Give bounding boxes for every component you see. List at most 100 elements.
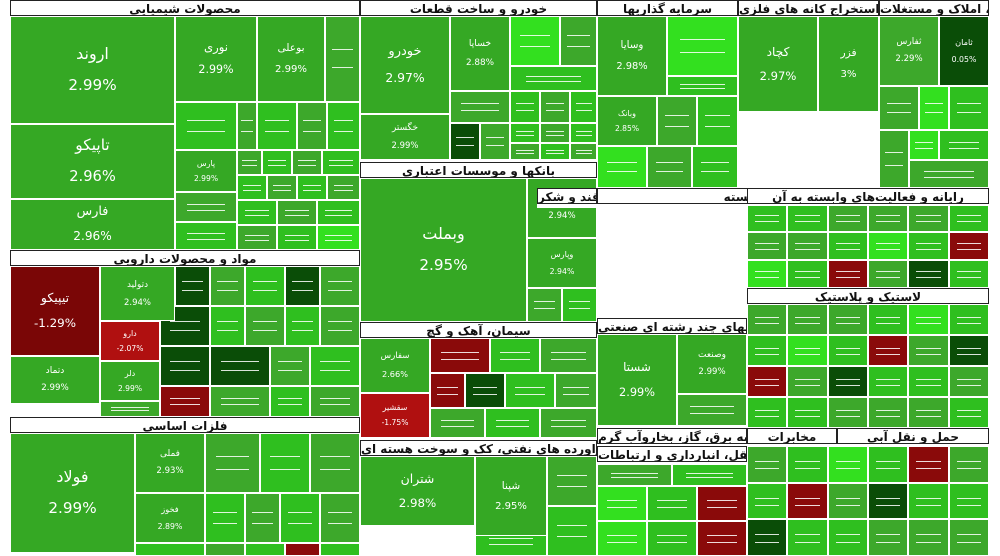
minor-tile[interactable] — [285, 306, 320, 346]
minor-tile[interactable] — [787, 335, 828, 366]
minor-tile[interactable] — [948, 397, 989, 428]
stock-tile[interactable]: ثفارس 2.29% — [879, 16, 939, 86]
minor-tile[interactable] — [948, 304, 989, 335]
minor-tile[interactable] — [787, 304, 828, 335]
minor-tile[interactable] — [325, 16, 360, 102]
minor-tile[interactable] — [210, 346, 270, 386]
minor-tile[interactable] — [320, 266, 360, 306]
minor-tile[interactable] — [277, 225, 317, 250]
minor-tile[interactable] — [510, 16, 560, 66]
minor-tile[interactable] — [320, 493, 360, 543]
stock-tile[interactable]: دتماد 2.99% — [10, 356, 100, 404]
minor-tile[interactable] — [597, 486, 647, 521]
minor-tile[interactable] — [245, 306, 285, 346]
minor-tile[interactable] — [210, 266, 245, 306]
minor-tile[interactable] — [908, 519, 949, 556]
stock-tile[interactable]: خودرو 2.97% — [360, 16, 450, 114]
stock-tile[interactable]: دتولید 2.94% — [100, 266, 175, 321]
minor-tile[interactable] — [175, 102, 237, 150]
minor-tile[interactable] — [908, 260, 949, 288]
minor-tile[interactable] — [135, 543, 205, 556]
minor-tile[interactable] — [948, 519, 989, 556]
minor-tile[interactable] — [908, 204, 949, 232]
minor-tile[interactable] — [787, 482, 828, 520]
stock-tile[interactable]: وصنعت 2.99% — [677, 334, 747, 394]
minor-tile[interactable] — [245, 266, 285, 306]
minor-tile[interactable] — [908, 397, 949, 428]
minor-tile[interactable] — [297, 102, 327, 150]
minor-tile[interactable] — [657, 96, 697, 146]
minor-tile[interactable] — [480, 123, 510, 160]
minor-tile[interactable] — [909, 160, 989, 188]
minor-tile[interactable] — [430, 373, 465, 408]
minor-tile[interactable] — [510, 91, 540, 123]
minor-tile[interactable] — [827, 204, 868, 232]
minor-tile[interactable] — [490, 338, 540, 373]
stock-tile[interactable]: تیپیکو -1.29% — [10, 266, 100, 356]
stock-tile[interactable]: سفارس 2.66% — [360, 338, 430, 393]
minor-tile[interactable] — [868, 366, 909, 397]
minor-tile[interactable] — [868, 397, 909, 428]
stock-tile[interactable]: تاپیکو 2.96% — [10, 124, 175, 199]
minor-tile[interactable] — [747, 482, 788, 520]
minor-tile[interactable] — [868, 519, 909, 556]
minor-tile[interactable] — [827, 260, 868, 288]
minor-tile[interactable] — [692, 146, 738, 188]
stock-tile[interactable]: دلر 2.99% — [100, 361, 160, 401]
stock-tile[interactable]: خساپا 2.88% — [450, 16, 510, 91]
minor-tile[interactable] — [510, 66, 597, 91]
minor-tile[interactable] — [747, 519, 788, 556]
minor-tile[interactable] — [260, 433, 310, 493]
minor-tile[interactable] — [267, 175, 297, 200]
stock-tile[interactable]: نوری 2.99% — [175, 16, 257, 102]
minor-tile[interactable] — [245, 493, 280, 543]
stock-tile[interactable]: سقشیر -1.75% — [360, 393, 430, 438]
minor-tile[interactable] — [939, 130, 989, 160]
minor-tile[interactable] — [868, 204, 909, 232]
minor-tile[interactable] — [868, 482, 909, 520]
minor-tile[interactable] — [868, 232, 909, 260]
minor-tile[interactable] — [310, 386, 360, 417]
minor-tile[interactable] — [672, 464, 747, 486]
minor-tile[interactable] — [868, 335, 909, 366]
minor-tile[interactable] — [827, 446, 868, 483]
minor-tile[interactable] — [322, 150, 360, 175]
stock-tile[interactable]: وبانک 2.85% — [597, 96, 657, 146]
minor-tile[interactable] — [597, 464, 672, 486]
minor-tile[interactable] — [270, 346, 310, 386]
stock-tile[interactable]: وپارس 2.94% — [527, 238, 597, 288]
minor-tile[interactable] — [787, 519, 828, 556]
minor-tile[interactable] — [747, 260, 788, 288]
minor-tile[interactable] — [570, 123, 597, 143]
minor-tile[interactable] — [597, 146, 647, 188]
minor-tile[interactable] — [948, 232, 989, 260]
minor-tile[interactable] — [677, 394, 747, 426]
minor-tile[interactable] — [310, 346, 360, 386]
minor-tile[interactable] — [430, 408, 485, 438]
minor-tile[interactable] — [948, 446, 989, 483]
minor-tile[interactable] — [327, 175, 360, 200]
minor-tile[interactable] — [485, 408, 540, 438]
minor-tile[interactable] — [908, 232, 949, 260]
stock-tile[interactable]: اروند 2.99% — [10, 16, 175, 124]
minor-tile[interactable] — [510, 123, 540, 143]
minor-tile[interactable] — [257, 102, 297, 150]
minor-tile[interactable] — [540, 91, 570, 123]
stock-tile[interactable]: فملی 2.93% — [135, 433, 205, 493]
minor-tile[interactable] — [205, 543, 245, 556]
minor-tile[interactable] — [210, 306, 245, 346]
minor-tile[interactable] — [647, 146, 692, 188]
minor-tile[interactable] — [175, 192, 237, 222]
minor-tile[interactable] — [879, 86, 919, 130]
minor-tile[interactable] — [827, 366, 868, 397]
minor-tile[interactable] — [667, 76, 738, 96]
minor-tile[interactable] — [919, 86, 949, 130]
stock-tile[interactable]: ثامان 0.05% — [939, 16, 989, 86]
minor-tile[interactable] — [270, 386, 310, 417]
minor-tile[interactable] — [237, 200, 277, 225]
minor-tile[interactable] — [908, 335, 949, 366]
minor-tile[interactable] — [908, 482, 949, 520]
minor-tile[interactable] — [827, 397, 868, 428]
minor-tile[interactable] — [450, 123, 480, 160]
minor-tile[interactable] — [237, 225, 277, 250]
